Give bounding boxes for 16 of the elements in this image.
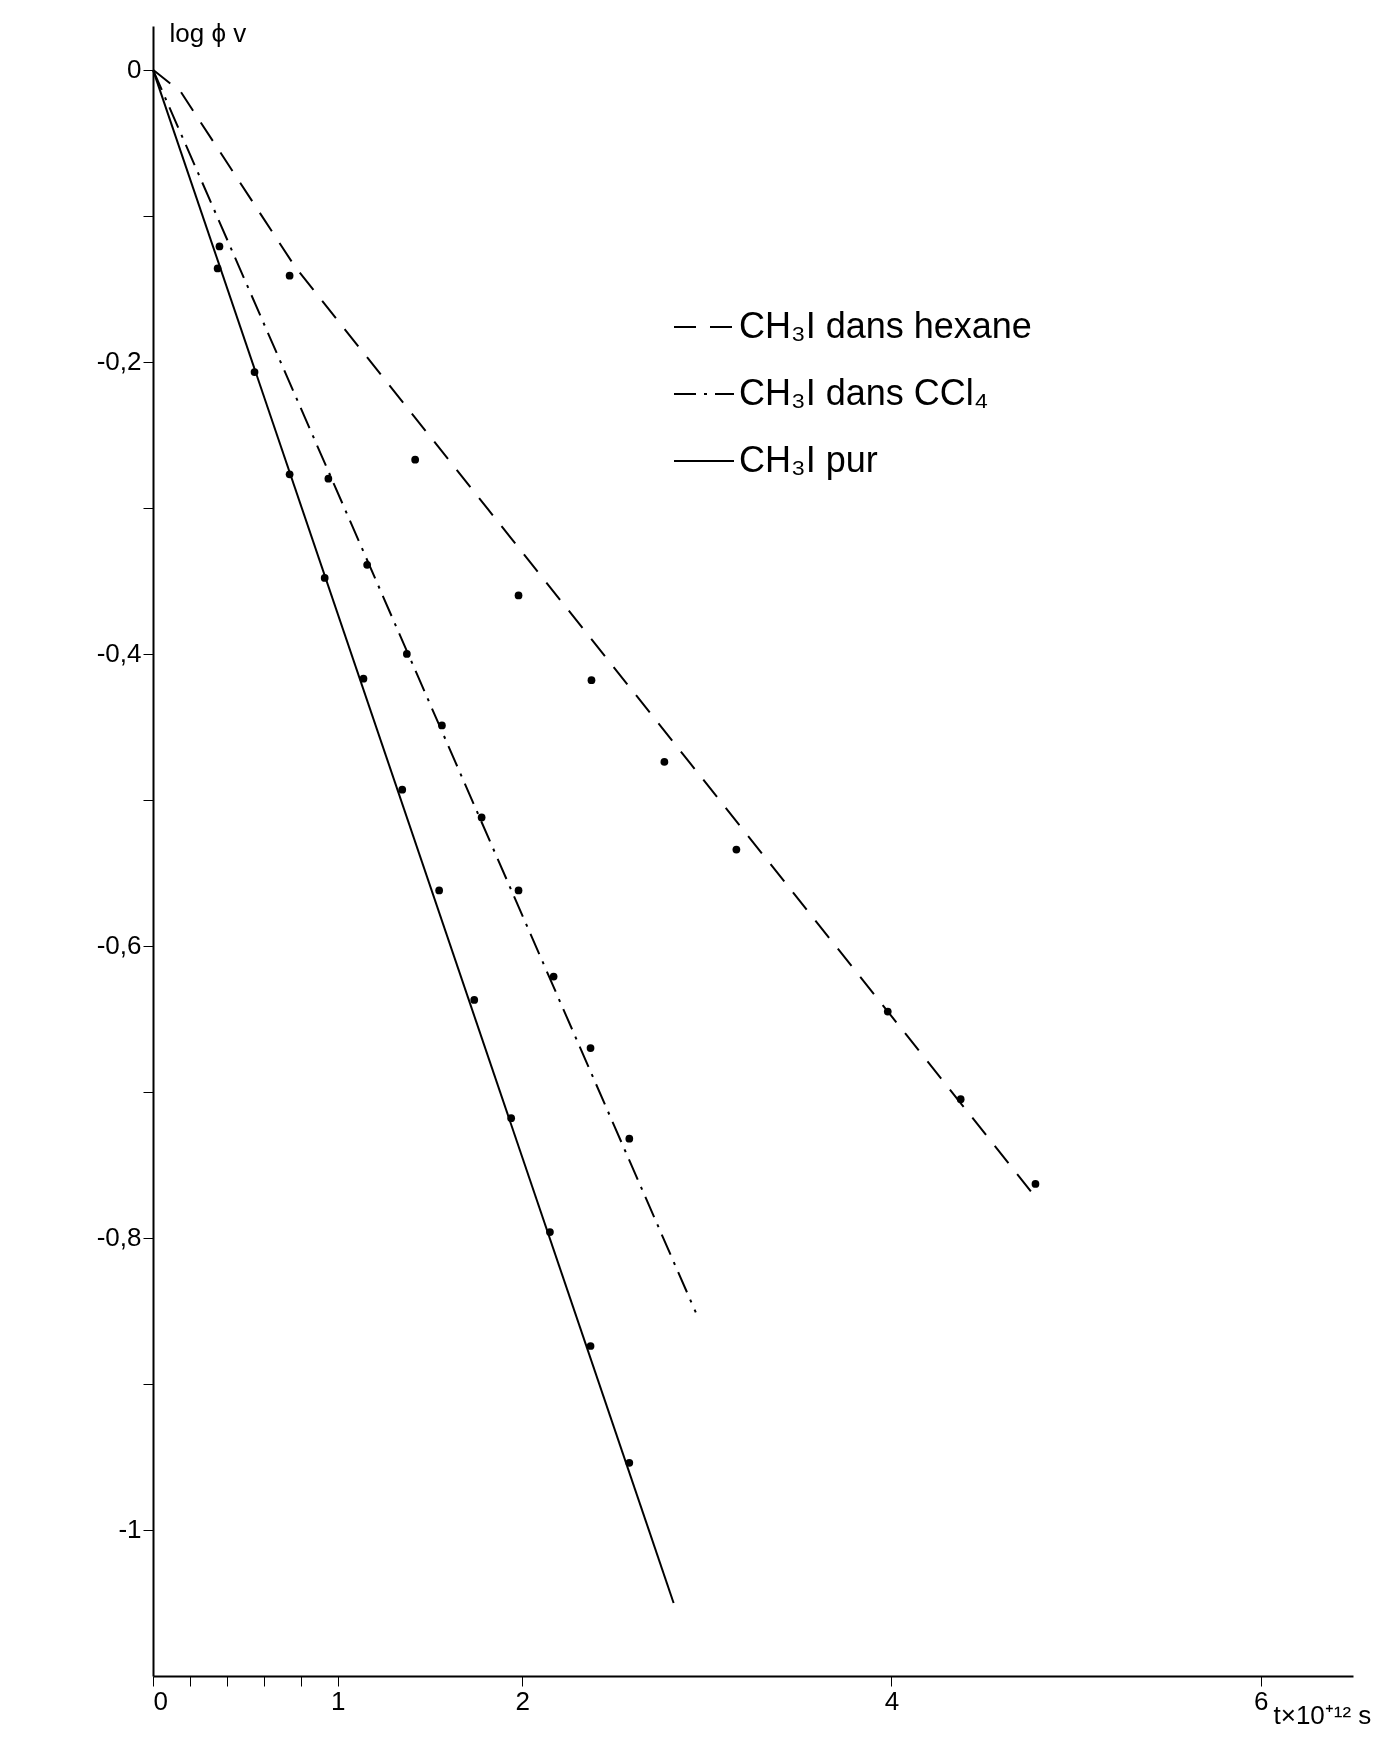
x-tick-label: 4 [884,1685,900,1716]
legend-label: CH₃I dans CCl₄ [739,372,989,413]
x-tick-label: 2 [515,1685,530,1716]
y-tick-label: -1 [118,1514,142,1545]
y-axis-title: log ϕ v [169,17,247,48]
x-axis-title: t×10⁺¹² s [1273,1699,1372,1730]
x-tick-label: 6 [1253,1685,1269,1716]
x-tick-label: 0 [153,1685,168,1716]
y-tick-label: -0,4 [96,638,142,669]
y-tick-label: -0,2 [96,346,142,377]
x-tick-label: 1 [330,1685,346,1716]
legend-label: CH₃I pur [739,439,878,480]
y-tick-label: 0 [127,54,142,85]
y-tick-label: -0,8 [96,1222,142,1253]
legend-label: CH₃I dans hexane [739,305,1032,346]
y-tick-label: -0,6 [96,930,142,961]
